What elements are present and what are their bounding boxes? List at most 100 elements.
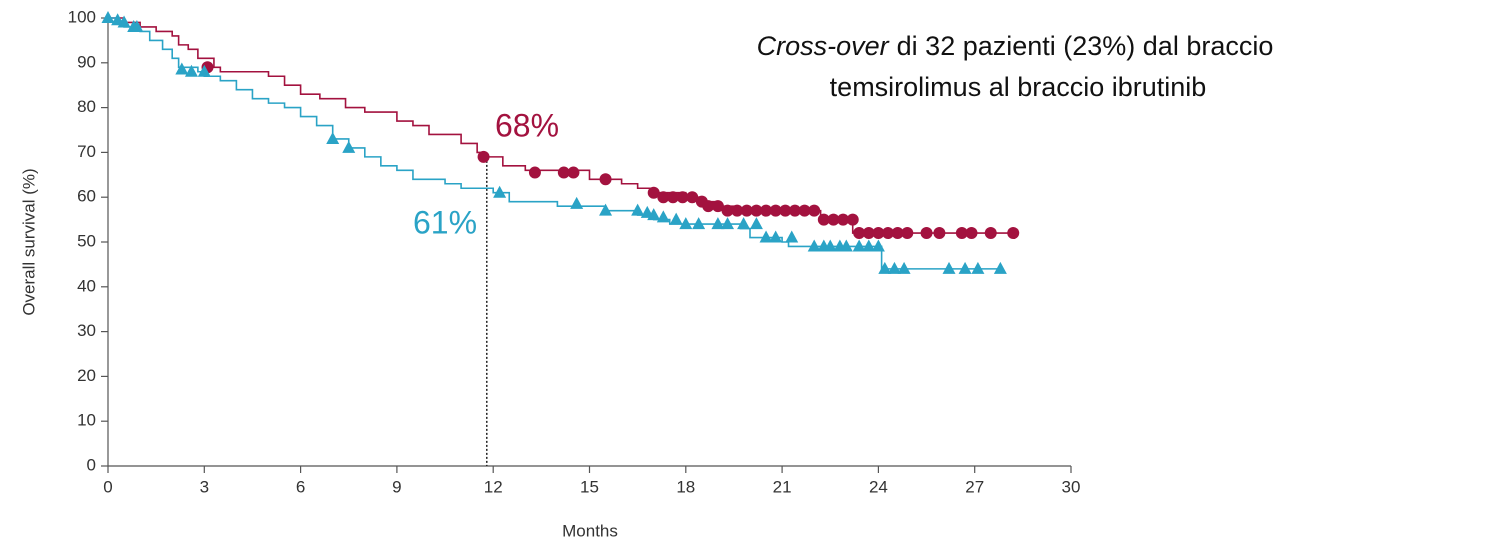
- censor-marker: [779, 204, 792, 217]
- censor-marker: [823, 239, 837, 252]
- y-axis-title: Overall survival (%): [19, 168, 38, 315]
- censor-marker: [493, 185, 507, 198]
- curve-label: 61%: [413, 204, 477, 240]
- x-tick-label: 30: [1062, 477, 1081, 496]
- censor-marker: [101, 11, 115, 23]
- censor-marker: [887, 261, 901, 274]
- annotation: Cross-over di 32 pazienti (23%) dal bracc…: [757, 31, 1274, 61]
- y-tick-label: 100: [68, 7, 96, 26]
- curve-label: 68%: [495, 107, 559, 143]
- censor-marker: [958, 261, 972, 274]
- y-tick-label: 70: [77, 142, 96, 161]
- censor-marker: [882, 227, 895, 240]
- censor-marker: [808, 204, 821, 217]
- censor-marker: [871, 239, 885, 252]
- x-axis-title: Months: [562, 521, 618, 540]
- censor-marker: [731, 204, 744, 217]
- censor-marker: [1007, 227, 1020, 240]
- censor-marker: [955, 227, 968, 240]
- y-tick-label: 30: [77, 321, 96, 340]
- censor-marker: [686, 191, 699, 204]
- censor-marker: [669, 212, 683, 225]
- censor-marker: [817, 213, 830, 226]
- censor-marker: [184, 64, 198, 77]
- censor-marker: [785, 230, 799, 243]
- x-tick-label: 9: [392, 477, 401, 496]
- censor-marker: [702, 200, 715, 213]
- censor-marker: [676, 191, 689, 204]
- censor-marker: [920, 227, 933, 240]
- censor-marker: [711, 200, 724, 213]
- x-tick-label: 24: [869, 477, 888, 496]
- censor-marker: [769, 230, 783, 243]
- censor-marker: [827, 213, 840, 226]
- censor-marker: [965, 227, 978, 240]
- censor-marker: [599, 203, 613, 216]
- censor-marker: [197, 64, 211, 77]
- censor-marker: [760, 204, 773, 217]
- censor-marker: [666, 191, 679, 204]
- censor-marker: [984, 227, 997, 240]
- censor-marker: [721, 204, 734, 217]
- annotation-italic: Cross-over: [757, 31, 890, 61]
- censor-marker: [852, 239, 866, 252]
- censor-marker: [326, 131, 340, 144]
- censor-marker: [901, 227, 914, 240]
- x-tick-label: 27: [965, 477, 984, 496]
- x-tick-label: 18: [676, 477, 695, 496]
- censor-marker: [839, 239, 853, 252]
- censor-marker: [657, 191, 670, 204]
- y-tick-label: 40: [77, 276, 96, 295]
- censor-marker: [788, 204, 801, 217]
- x-tick-label: 6: [296, 477, 305, 496]
- y-tick-label: 10: [77, 411, 96, 430]
- x-tick-label: 0: [103, 477, 112, 496]
- censor-marker: [749, 217, 763, 230]
- censor-marker: [130, 19, 144, 32]
- censor-marker: [993, 261, 1007, 274]
- censor-marker: [175, 62, 189, 75]
- y-tick-label: 20: [77, 366, 96, 385]
- censor-marker: [769, 204, 782, 217]
- x-tick-label: 3: [200, 477, 209, 496]
- censor-marker: [872, 227, 885, 240]
- censor-marker: [567, 166, 580, 179]
- censor-marker: [647, 208, 661, 221]
- censor-marker: [557, 166, 570, 179]
- censor-marker: [933, 227, 946, 240]
- censor-marker: [737, 217, 751, 230]
- censor-marker: [862, 239, 876, 252]
- censor-marker: [711, 217, 725, 230]
- censor-marker: [631, 203, 645, 216]
- x-tick-label: 21: [773, 477, 792, 496]
- censor-marker: [342, 140, 356, 153]
- censor-marker: [740, 204, 753, 217]
- censor-marker: [971, 261, 985, 274]
- x-tick-label: 12: [484, 477, 503, 496]
- censor-marker: [528, 166, 541, 179]
- annotation-line2: temsirolimus al braccio ibrutinib: [830, 72, 1207, 102]
- censor-marker: [750, 204, 763, 217]
- y-tick-label: 0: [87, 455, 96, 474]
- y-tick-label: 50: [77, 231, 96, 250]
- censor-marker: [599, 173, 612, 186]
- censor-marker: [647, 186, 660, 199]
- censor-marker: [878, 261, 892, 274]
- censor-marker: [656, 210, 670, 223]
- censor-marker: [853, 227, 866, 240]
- y-tick-label: 60: [77, 187, 96, 206]
- censor-marker: [679, 217, 693, 230]
- censor-marker: [477, 150, 490, 163]
- x-tick-label: 15: [580, 477, 599, 496]
- censor-marker: [862, 227, 875, 240]
- censor-marker: [721, 217, 735, 230]
- censor-marker: [759, 230, 773, 243]
- censor-marker: [942, 261, 956, 274]
- censor-marker: [891, 227, 904, 240]
- censor-marker: [798, 204, 811, 217]
- censor-marker: [570, 196, 584, 209]
- y-tick-label: 90: [77, 52, 96, 71]
- censor-marker: [837, 213, 850, 226]
- annotation-text: di 32 pazienti (23%) dal braccio: [897, 31, 1274, 61]
